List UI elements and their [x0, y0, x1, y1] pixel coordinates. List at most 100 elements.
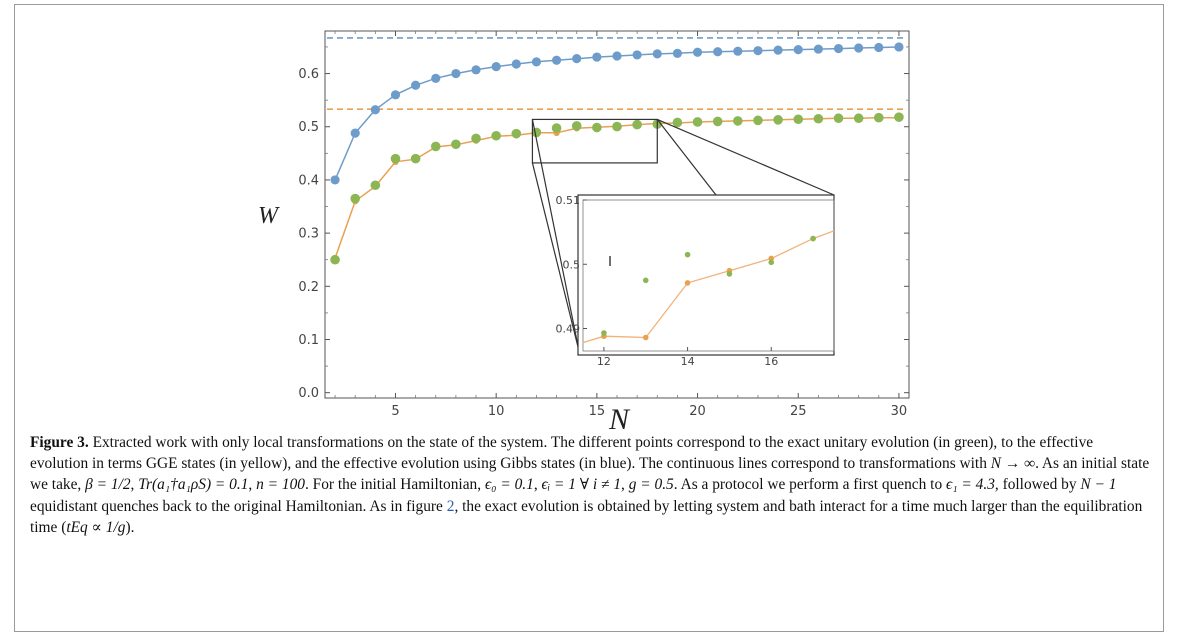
caption-text: . For the initial Hamiltonian, — [304, 476, 485, 494]
data-point — [833, 113, 844, 124]
inset-data-point — [684, 251, 691, 258]
inset-data-point — [768, 255, 775, 262]
data-point — [431, 73, 441, 83]
caption-text: , the exact evolution is obtained by let… — [30, 497, 1143, 536]
y-tick-label: 0.0 — [298, 386, 319, 401]
figure-frame — [14, 4, 1164, 632]
data-point — [370, 105, 380, 115]
caption-text: , — [621, 476, 629, 494]
inset-data-point — [601, 330, 607, 336]
data-point — [511, 59, 521, 69]
data-point — [672, 48, 683, 58]
data-point — [572, 54, 582, 64]
y-tick-label: 0.6 — [298, 67, 319, 82]
caption-label: Figure 3. — [30, 434, 89, 451]
caption-text: , — [130, 476, 139, 494]
figure-caption: Figure 3. Extracted work with only local… — [30, 432, 1150, 538]
caption-math: N → ∞ — [990, 455, 1036, 473]
caption-text: . As an initial state we take, — [30, 455, 1150, 494]
data-point — [592, 122, 602, 133]
data-point — [672, 117, 683, 128]
zoom-connector — [657, 118, 835, 196]
data-point — [874, 42, 884, 53]
data-point — [854, 43, 864, 53]
caption-math: g = 0.5 — [628, 476, 674, 494]
inset-data-point — [684, 280, 691, 286]
inset-data-point — [726, 271, 733, 277]
data-point — [410, 153, 421, 164]
x-axis-label: N — [608, 403, 631, 432]
data-point — [713, 47, 723, 57]
data-point — [471, 133, 481, 144]
data-point — [411, 80, 421, 90]
data-point — [451, 68, 461, 79]
x-tick-label: 10 — [488, 404, 505, 419]
data-point — [330, 175, 340, 185]
data-point — [370, 180, 381, 191]
figure-reference-link[interactable]: 2 — [446, 497, 455, 515]
x-tick-label: 15 — [589, 404, 606, 419]
x-tick-label: 20 — [689, 404, 706, 419]
data-point — [390, 90, 401, 100]
inset-frame — [577, 194, 835, 356]
caption-math: ϵ₁ = 4.3 — [946, 476, 995, 494]
data-point — [350, 128, 360, 138]
caption-text: Extracted work with only local transform… — [30, 434, 1094, 473]
data-point — [390, 153, 401, 164]
data-point — [612, 121, 622, 132]
inset-y-tick-label: 0.49 — [556, 323, 581, 336]
caption-body: Extracted work with only local transform… — [30, 434, 1149, 536]
data-point — [712, 116, 723, 127]
caption-text: , followed by — [994, 476, 1081, 494]
caption-text: equidistant quenches back to the origina… — [30, 497, 447, 515]
data-point — [551, 123, 562, 133]
data-point — [894, 42, 904, 52]
data-point — [350, 193, 361, 204]
caption-text: . As a protocol we perform a first quenc… — [673, 476, 947, 494]
data-point — [531, 127, 542, 138]
y-tick-label: 0.5 — [298, 120, 319, 135]
x-tick-label: 25 — [790, 404, 807, 419]
caption-math: tEq ∝ 1/g — [66, 518, 126, 536]
caption-math: N − 1 — [1080, 476, 1117, 494]
inset-data-point — [642, 277, 649, 284]
data-point — [853, 113, 864, 124]
inset-x-tick-label: 14 — [681, 355, 695, 368]
caption-text: , — [248, 476, 257, 494]
data-point — [773, 115, 783, 125]
x-tick-label: 5 — [391, 404, 399, 419]
data-point — [813, 44, 823, 54]
data-point — [531, 57, 542, 67]
inset-x-tick-label: 12 — [597, 355, 611, 368]
data-point — [813, 113, 824, 124]
data-point — [793, 114, 804, 125]
data-point — [551, 55, 562, 65]
data-point — [430, 141, 441, 152]
zoom-connector — [656, 119, 717, 196]
data-point — [753, 115, 763, 126]
caption-math: ϵᵢ = 1 ∀ i ≠ 1 — [541, 476, 622, 494]
data-point — [471, 65, 481, 75]
data-point — [511, 128, 522, 139]
data-point — [873, 112, 884, 123]
inset-y-tick-label: 0.51 — [556, 194, 581, 207]
inset-data-point — [810, 235, 816, 242]
data-point — [632, 119, 642, 130]
y-tick-label: 0.3 — [298, 227, 319, 242]
inset-data-point — [768, 259, 775, 266]
caption-text: , — [533, 476, 542, 494]
data-point — [833, 43, 844, 54]
zoom-connector — [531, 162, 580, 352]
data-point — [753, 46, 763, 56]
data-point — [451, 139, 461, 150]
y-tick-label: 0.4 — [298, 173, 319, 188]
x-tick-label: 30 — [891, 404, 908, 419]
inset-data-point — [642, 334, 649, 341]
y-tick-label: 0.2 — [298, 280, 319, 295]
data-point — [773, 45, 783, 55]
data-point — [612, 51, 622, 61]
y-tick-label: 0.1 — [298, 333, 319, 348]
caption-math: Tr(a₁†a₁ρS) = 0.1 — [138, 476, 249, 494]
data-point — [571, 121, 582, 131]
inset-y-tick-label: 0.5 — [563, 258, 581, 271]
